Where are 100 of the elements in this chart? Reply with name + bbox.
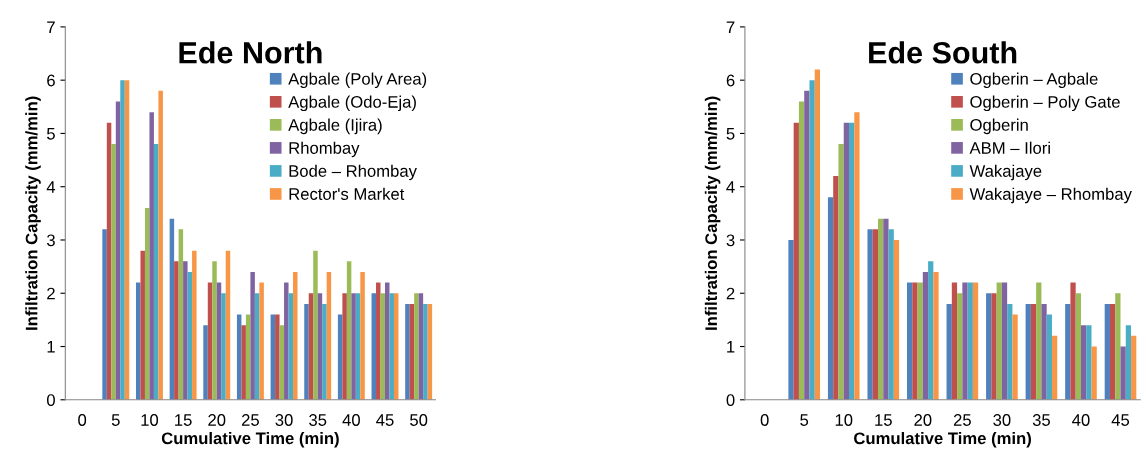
- bar: [1120, 346, 1126, 400]
- x-tick-label: 15: [875, 414, 892, 426]
- bar: [1025, 303, 1031, 400]
- bar: [1051, 335, 1058, 400]
- legend-label: ABM – Ilori: [969, 141, 1050, 154]
- bar: [351, 293, 356, 400]
- bar: [833, 176, 839, 400]
- bar: [120, 80, 125, 400]
- bar: [991, 293, 997, 400]
- bar: [838, 144, 844, 400]
- bar: [203, 325, 208, 400]
- bar: [922, 271, 929, 400]
- bar: [284, 282, 289, 400]
- bar: [788, 239, 794, 400]
- y-tick-label: 6: [47, 74, 55, 87]
- bar: [414, 293, 419, 400]
- y-tick-label: 4: [726, 181, 735, 193]
- legend-label: Wakajaye: [969, 164, 1042, 181]
- bar: [878, 218, 884, 400]
- bar: [793, 122, 799, 400]
- bar: [1030, 303, 1037, 400]
- x-tick-label: 20: [208, 414, 226, 426]
- bar: [304, 303, 309, 400]
- bar: [389, 293, 394, 400]
- y-tick-label: 1: [727, 341, 735, 353]
- bar: [212, 261, 217, 400]
- bar: [1001, 282, 1008, 400]
- x-tick-label: 35: [1032, 414, 1050, 426]
- bar: [907, 282, 913, 400]
- y-tick-label: 3: [726, 234, 735, 247]
- chart-title: Ede North: [179, 41, 322, 64]
- y-tick-label: 0: [46, 394, 55, 406]
- bar: [917, 282, 923, 400]
- bar: [183, 261, 188, 400]
- x-tick-label: 50: [410, 414, 428, 426]
- y-tick-label: 5: [726, 128, 735, 140]
- x-tick-label: 15: [175, 414, 192, 426]
- legend-label: Agbale (Ijira): [288, 118, 382, 135]
- bar: [293, 271, 298, 400]
- bar: [804, 90, 810, 400]
- x-tick-label: 35: [309, 414, 327, 426]
- bar: [192, 250, 197, 400]
- bar: [360, 271, 365, 400]
- bar: [883, 218, 889, 400]
- bar: [1070, 282, 1076, 400]
- bar: [140, 250, 145, 400]
- bar: [322, 303, 327, 400]
- bar: [962, 282, 968, 400]
- legend-label: Agbale (Poly Area): [288, 72, 427, 89]
- bar: [250, 271, 255, 400]
- bar: [798, 101, 805, 400]
- x-tick-label: 40: [1072, 414, 1090, 426]
- bar: [423, 303, 428, 400]
- bar: [872, 229, 879, 400]
- bar: [149, 112, 154, 400]
- bar: [1086, 325, 1092, 400]
- x-tick-label: 10: [141, 414, 159, 426]
- bar: [946, 303, 952, 400]
- legend-label: Rector's Market: [289, 187, 405, 200]
- bar: [843, 122, 850, 400]
- bar: [827, 197, 834, 400]
- bar: [912, 282, 918, 400]
- bar: [1080, 325, 1087, 400]
- bar: [893, 239, 900, 400]
- bar: [814, 69, 821, 400]
- bar: [376, 282, 381, 400]
- y-tick-label: 2: [47, 287, 55, 300]
- x-tick-label: 30: [275, 414, 293, 426]
- bar: [933, 271, 939, 400]
- y-tick-label: 7: [726, 21, 735, 33]
- y-tick-label: 5: [47, 128, 55, 140]
- bar: [1091, 346, 1097, 400]
- bar: [1115, 293, 1121, 400]
- bar: [849, 122, 855, 400]
- y-tick-label: 1: [47, 341, 55, 353]
- chart-title: Ede South: [869, 41, 1017, 64]
- bar: [342, 293, 347, 400]
- x-tick-label: 45: [376, 414, 394, 426]
- bar: [102, 229, 107, 400]
- x-tick-label: 20: [914, 414, 932, 426]
- legend-label: Wakajaye – Rhombay: [969, 187, 1132, 204]
- bar: [1104, 303, 1110, 400]
- bar: [221, 293, 226, 400]
- bar: [1007, 303, 1013, 400]
- y-tick-label: 3: [46, 234, 55, 247]
- bar: [405, 303, 410, 400]
- bar: [867, 229, 873, 400]
- bar: [888, 229, 894, 400]
- legend-label: Ogberin: [970, 118, 1028, 135]
- bar: [313, 250, 318, 400]
- legend-label: Agbale (Odo-Eja): [288, 95, 416, 112]
- x-tick-label: 25: [241, 414, 259, 426]
- bar: [259, 282, 264, 400]
- x-tick-label: 45: [1111, 414, 1130, 426]
- bar: [1046, 314, 1052, 400]
- x-tick-label: 40: [342, 414, 360, 426]
- y-tick-label: 6: [726, 74, 735, 87]
- bar: [241, 325, 246, 400]
- bar: [158, 90, 163, 400]
- bar: [1131, 335, 1137, 400]
